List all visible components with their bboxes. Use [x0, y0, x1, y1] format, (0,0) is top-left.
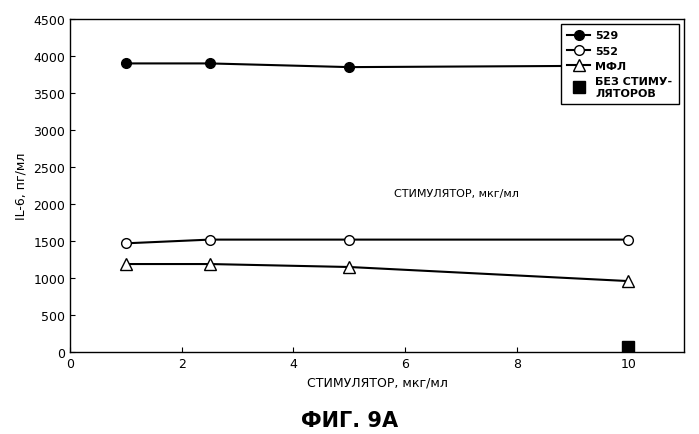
- Text: СТИМУЛЯТОР, мкг/мл: СТИМУЛЯТОР, мкг/мл: [394, 188, 519, 198]
- 529: [624, 64, 633, 69]
- 552: [345, 237, 354, 243]
- МФЛ: [624, 279, 633, 284]
- 529: [206, 62, 214, 67]
- МФЛ: [345, 265, 354, 270]
- 552: [206, 237, 214, 243]
- Y-axis label: IL-6, пг/мл: IL-6, пг/мл: [15, 152, 28, 220]
- 529: [122, 62, 130, 67]
- Text: ФИГ. 9А: ФИГ. 9А: [301, 410, 398, 430]
- Line: 552: 552: [121, 235, 633, 249]
- X-axis label: СТИМУЛЯТОР, мкг/мл: СТИМУЛЯТОР, мкг/мл: [307, 376, 447, 389]
- Line: МФЛ: МФЛ: [120, 259, 634, 287]
- 552: [624, 237, 633, 243]
- 552: [122, 241, 130, 247]
- МФЛ: [122, 262, 130, 267]
- МФЛ: [206, 262, 214, 267]
- 529: [345, 66, 354, 71]
- Line: 529: 529: [121, 59, 633, 73]
- Legend: 529, 552, МФЛ, БЕЗ СТИМУ-
ЛЯТОРОВ: 529, 552, МФЛ, БЕЗ СТИМУ- ЛЯТОРОВ: [561, 25, 679, 105]
